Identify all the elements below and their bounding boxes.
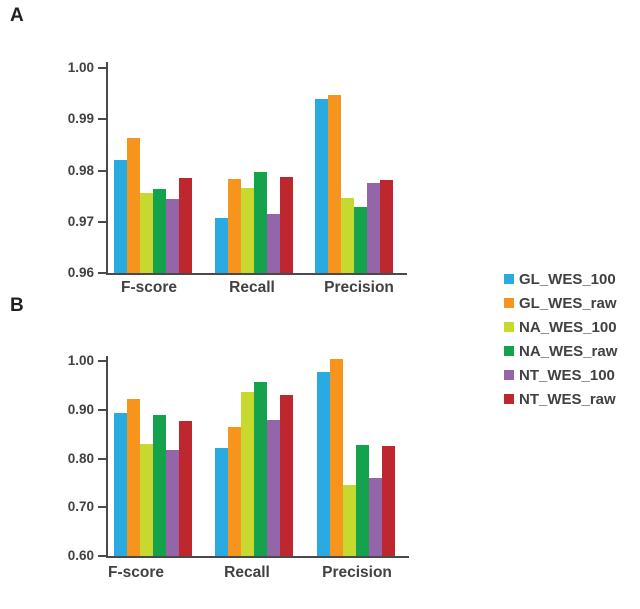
legend-color-swatch bbox=[504, 370, 514, 380]
bar-NT_WES_raw bbox=[280, 176, 293, 273]
y-axis-tick bbox=[98, 67, 106, 69]
legend-item-label: GL_WES_100 bbox=[519, 270, 616, 288]
bar-GL_WES_100 bbox=[114, 160, 127, 273]
bar-NA_WES_100 bbox=[140, 444, 153, 556]
x-category-label: Recall bbox=[229, 279, 275, 296]
bar-NT_WES_raw bbox=[280, 395, 293, 556]
y-tick-label: 0.80 bbox=[67, 450, 94, 466]
bar-GL_WES_100 bbox=[315, 99, 328, 273]
bar-GL_WES_raw bbox=[228, 427, 241, 556]
bar-NT_WES_raw bbox=[179, 178, 192, 273]
bar-NT_WES_100 bbox=[166, 198, 179, 273]
panel-b-label: B bbox=[10, 295, 24, 316]
legend-item: GL_WES_raw bbox=[504, 291, 617, 315]
y-axis-tick bbox=[98, 506, 106, 509]
bar-NT_WES_raw bbox=[179, 421, 192, 556]
y-axis-tick bbox=[98, 220, 106, 223]
legend: GL_WES_100 GL_WES_raw NA_WES_100 NA_WES_raw… bbox=[504, 267, 617, 411]
y-tick-label: 1.00 bbox=[67, 60, 94, 75]
bar-GL_WES_100 bbox=[114, 413, 127, 556]
bar-GL_WES_raw bbox=[330, 358, 343, 556]
bar-NA_WES_raw bbox=[254, 172, 267, 273]
bar-NT_WES_100 bbox=[267, 214, 280, 273]
y-tick-label: 0.99 bbox=[67, 111, 94, 127]
y-axis-tick bbox=[98, 169, 106, 172]
bar-NA_WES_100 bbox=[241, 392, 254, 556]
x-category-label: Recall bbox=[224, 564, 270, 581]
y-axis-tick bbox=[98, 360, 106, 362]
y-axis-tick bbox=[98, 408, 106, 411]
y-axis-tick bbox=[98, 555, 106, 557]
y-axis-tick bbox=[98, 118, 106, 121]
bar-NA_WES_raw bbox=[354, 207, 367, 273]
legend-item: NA_WES_raw bbox=[504, 339, 617, 363]
legend-color-swatch bbox=[504, 322, 514, 332]
y-tick-label: 1.00 bbox=[67, 353, 94, 368]
y-tick-label: 0.96 bbox=[67, 265, 94, 280]
bar-GL_WES_raw bbox=[127, 399, 140, 556]
legend-item: NA_WES_100 bbox=[504, 315, 617, 339]
bar-GL_WES_raw bbox=[328, 94, 341, 273]
legend-color-swatch bbox=[504, 346, 514, 356]
x-category-label: F-score bbox=[108, 564, 164, 581]
legend-color-swatch bbox=[504, 394, 514, 404]
x-category-label: F-score bbox=[121, 279, 177, 296]
legend-item-label: NT_WES_raw bbox=[519, 390, 616, 408]
legend-item: NT_WES_raw bbox=[504, 387, 617, 411]
x-axis-line bbox=[106, 273, 407, 275]
y-axis-line bbox=[106, 62, 108, 275]
y-tick-label: 0.98 bbox=[67, 162, 94, 178]
y-tick-label: 0.60 bbox=[67, 548, 94, 563]
bar-NA_WES_raw bbox=[153, 189, 166, 273]
x-category-label: Precision bbox=[324, 279, 394, 296]
y-axis-line bbox=[106, 356, 108, 558]
panel-a-label: A bbox=[10, 5, 24, 26]
legend-item: GL_WES_100 bbox=[504, 267, 617, 291]
bar-NA_WES_raw bbox=[153, 415, 166, 556]
bar-NT_WES_100 bbox=[166, 449, 179, 556]
bar-NT_WES_100 bbox=[367, 182, 380, 273]
legend-item-label: GL_WES_raw bbox=[519, 294, 617, 312]
legend-item: NT_WES_100 bbox=[504, 363, 617, 387]
y-tick-label: 0.97 bbox=[67, 213, 94, 229]
bar-NA_WES_100 bbox=[343, 485, 356, 556]
legend-item-label: NA_WES_raw bbox=[519, 342, 618, 360]
bar-GL_WES_100 bbox=[215, 218, 228, 273]
legend-color-swatch bbox=[504, 274, 514, 284]
bar-NA_WES_raw bbox=[356, 444, 369, 556]
x-category-label: Precision bbox=[322, 564, 392, 581]
y-tick-label: 0.70 bbox=[67, 499, 94, 515]
bar-NA_WES_100 bbox=[241, 188, 254, 273]
bar-GL_WES_raw bbox=[228, 178, 241, 273]
bar-NA_WES_raw bbox=[254, 381, 267, 556]
bar-NT_WES_100 bbox=[267, 419, 280, 556]
bar-GL_WES_100 bbox=[317, 372, 330, 556]
y-tick-label: 0.90 bbox=[67, 401, 94, 417]
bar-NA_WES_100 bbox=[341, 198, 354, 273]
bar-NT_WES_raw bbox=[380, 179, 393, 273]
bar-GL_WES_100 bbox=[215, 448, 228, 556]
legend-color-swatch bbox=[504, 298, 514, 308]
legend-item-label: NT_WES_100 bbox=[519, 366, 615, 384]
bar-GL_WES_raw bbox=[127, 137, 140, 273]
bar-NT_WES_raw bbox=[382, 445, 395, 556]
x-axis-line bbox=[106, 556, 409, 558]
y-axis-tick bbox=[98, 457, 106, 460]
bar-NA_WES_100 bbox=[140, 193, 153, 273]
bar-NT_WES_100 bbox=[369, 478, 382, 556]
legend-item-label: NA_WES_100 bbox=[519, 318, 617, 336]
y-axis-tick bbox=[98, 272, 106, 274]
